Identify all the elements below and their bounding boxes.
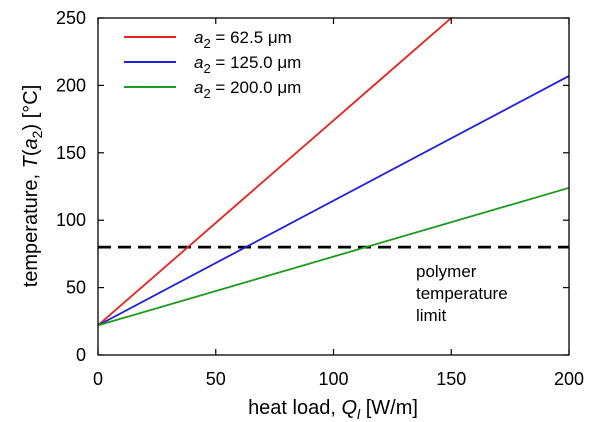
x-tick-label: 0 [93, 369, 103, 389]
x-axis-title: heat load, Ql [W/m] [248, 397, 418, 422]
ticks-layer: 0 50 100 150 200 0 50 100 150 200 250 [56, 8, 584, 389]
legend-label-2: a2 = 125.0 μm [194, 53, 301, 76]
y-tick-label: 0 [76, 345, 86, 365]
plot-frame [97, 17, 570, 356]
annotation-line-3: limit [416, 306, 446, 325]
y-tick-label: 200 [56, 75, 86, 95]
series-line-1 [98, 18, 452, 327]
plot-layer [98, 18, 569, 327]
annotation-line-2: temperature [416, 284, 508, 303]
x-tick-label: 50 [206, 369, 226, 389]
y-tick-label: 100 [56, 210, 86, 230]
polymer-limit-annotation: polymer temperature limit [416, 262, 508, 325]
y-tick-label: 250 [56, 8, 86, 28]
x-tick-label: 150 [436, 369, 466, 389]
series-line-2 [98, 75, 569, 327]
legend-label-1: a2 = 62.5 μm [194, 28, 292, 51]
y-axis-title: temperature, T(a2) [°C] [20, 85, 45, 288]
x-tick-label: 100 [318, 369, 348, 389]
legend-label-3: a2 = 200.0 μm [194, 78, 301, 101]
y-tick-label: 150 [56, 143, 86, 163]
y-tick-label: 50 [66, 278, 86, 298]
x-tick-label: 200 [554, 369, 584, 389]
legend: a2 = 62.5 μm a2 = 125.0 μm a2 = 200.0 μm [124, 28, 301, 101]
series-line-3 [98, 186, 569, 327]
annotation-line-1: polymer [416, 262, 477, 281]
